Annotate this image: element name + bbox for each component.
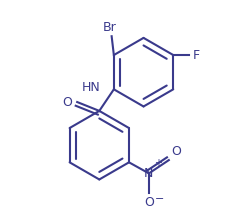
Text: +: + bbox=[154, 158, 162, 168]
Text: Br: Br bbox=[102, 21, 116, 34]
Text: −: − bbox=[155, 194, 165, 205]
Text: O: O bbox=[62, 96, 72, 109]
Text: HN: HN bbox=[82, 81, 101, 94]
Text: N: N bbox=[144, 167, 154, 180]
Text: F: F bbox=[193, 49, 200, 62]
Text: O: O bbox=[171, 145, 181, 158]
Text: O: O bbox=[144, 196, 154, 209]
